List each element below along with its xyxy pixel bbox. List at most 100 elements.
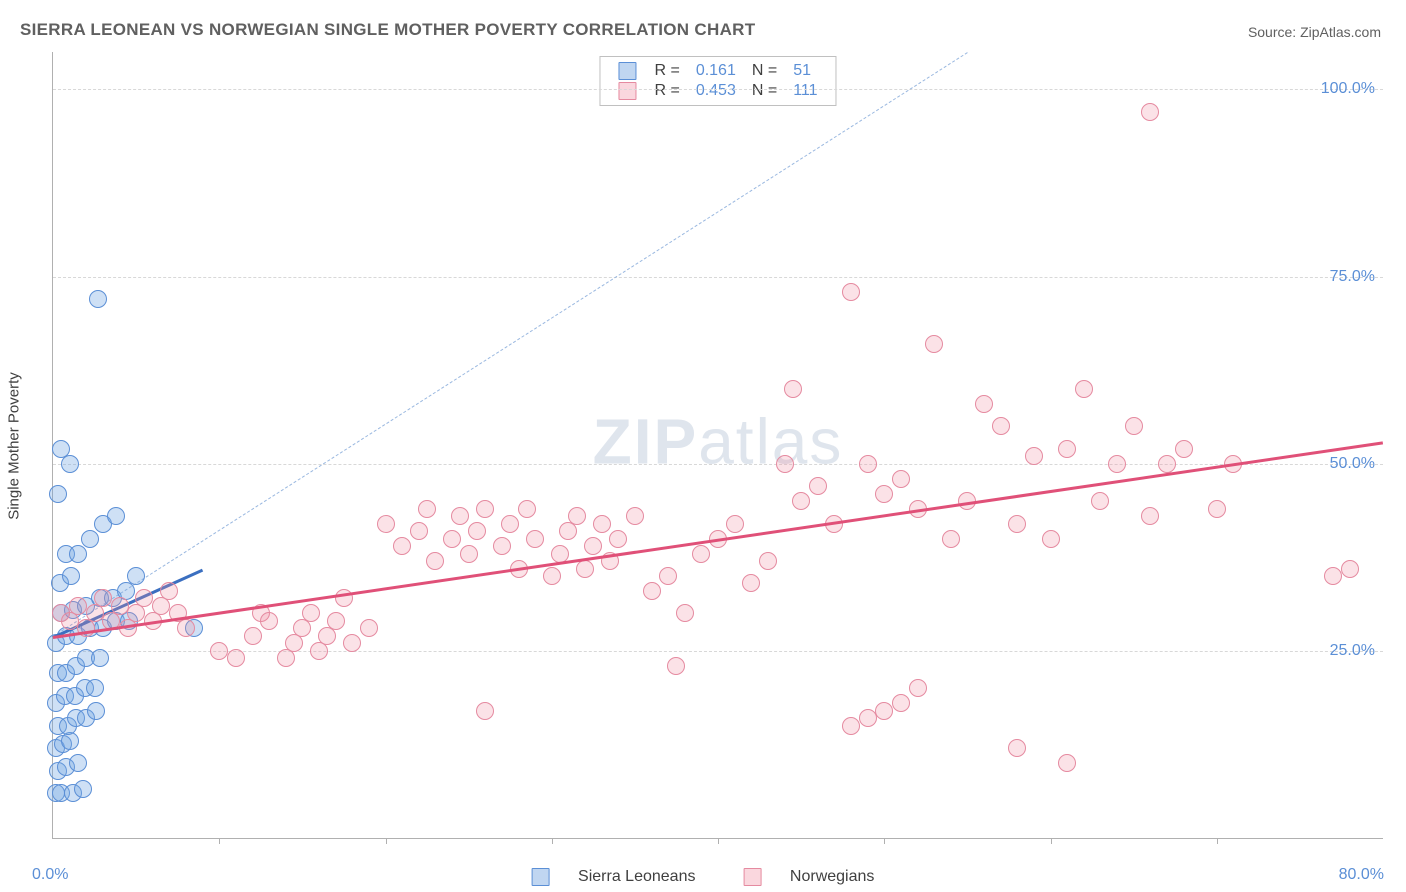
r-value: 0.453	[688, 81, 744, 101]
data-point	[1025, 447, 1043, 465]
legend-swatch	[618, 62, 636, 80]
data-point	[107, 507, 125, 525]
data-point	[975, 395, 993, 413]
data-point	[426, 552, 444, 570]
data-point	[1141, 103, 1159, 121]
gridline	[53, 464, 1383, 465]
legend-label: Norwegians	[790, 868, 874, 885]
data-point	[210, 642, 228, 660]
data-point	[111, 597, 129, 615]
x-tick	[552, 838, 553, 844]
y-axis-title: Single Mother Poverty	[6, 372, 23, 520]
data-point	[726, 515, 744, 533]
data-point	[69, 545, 87, 563]
r-label: R =	[646, 61, 687, 81]
data-point	[776, 455, 794, 473]
n-value: 51	[785, 61, 825, 81]
data-point	[476, 500, 494, 518]
legend-swatch	[532, 868, 550, 886]
data-point	[327, 612, 345, 630]
data-point	[1042, 530, 1060, 548]
data-point	[518, 500, 536, 518]
legend-swatch	[618, 82, 636, 100]
x-tick	[219, 838, 220, 844]
data-point	[676, 604, 694, 622]
legend-series: Sierra Leoneans Norwegians	[508, 868, 899, 886]
data-point	[526, 530, 544, 548]
n-value: 111	[785, 81, 825, 101]
data-point	[609, 530, 627, 548]
x-tick	[1217, 838, 1218, 844]
x-tick	[1051, 838, 1052, 844]
data-point	[809, 477, 827, 495]
data-point	[576, 560, 594, 578]
gridline	[53, 651, 1383, 652]
data-point	[135, 589, 153, 607]
x-tick	[884, 838, 885, 844]
legend-correlation-box: R =0.161N =51R =0.453N =111	[599, 56, 836, 106]
x-tick	[718, 838, 719, 844]
data-point	[992, 417, 1010, 435]
data-point	[277, 649, 295, 667]
data-point	[410, 522, 428, 540]
data-point	[692, 545, 710, 563]
data-point	[1158, 455, 1176, 473]
data-point	[1141, 507, 1159, 525]
data-point	[1058, 754, 1076, 772]
data-point	[418, 500, 436, 518]
legend-row: R =0.453N =111	[610, 81, 825, 101]
data-point	[784, 380, 802, 398]
data-point	[393, 537, 411, 555]
data-point	[942, 530, 960, 548]
data-point	[859, 709, 877, 727]
watermark: ZIPatlas	[593, 404, 844, 478]
data-point	[892, 694, 910, 712]
data-point	[659, 567, 677, 585]
data-point	[227, 649, 245, 667]
data-point	[568, 507, 586, 525]
data-point	[285, 634, 303, 652]
data-point	[62, 567, 80, 585]
r-value: 0.161	[688, 61, 744, 81]
data-point	[909, 679, 927, 697]
legend-item: Sierra Leoneans	[520, 868, 708, 885]
chart-container: SIERRA LEONEAN VS NORWEGIAN SINGLE MOTHE…	[0, 0, 1406, 892]
data-point	[593, 515, 611, 533]
data-point	[925, 335, 943, 353]
r-label: R =	[646, 81, 687, 101]
data-point	[892, 470, 910, 488]
chart-title: SIERRA LEONEAN VS NORWEGIAN SINGLE MOTHE…	[20, 20, 755, 40]
data-point	[1341, 560, 1359, 578]
data-point	[49, 485, 67, 503]
data-point	[69, 754, 87, 772]
data-point	[86, 679, 104, 697]
data-point	[468, 522, 486, 540]
data-point	[87, 702, 105, 720]
data-point	[875, 485, 893, 503]
data-point	[493, 537, 511, 555]
gridline	[53, 89, 1383, 90]
data-point	[859, 455, 877, 473]
trend-line	[53, 441, 1383, 639]
legend-row: R =0.161N =51	[610, 61, 825, 81]
data-point	[160, 582, 178, 600]
data-point	[293, 619, 311, 637]
data-point	[127, 604, 145, 622]
data-point	[360, 619, 378, 637]
data-point	[667, 657, 685, 675]
gridline	[53, 277, 1383, 278]
data-point	[460, 545, 478, 563]
data-point	[759, 552, 777, 570]
x-axis-min-label: 0.0%	[32, 866, 68, 884]
data-point	[1108, 455, 1126, 473]
data-point	[842, 283, 860, 301]
data-point	[792, 492, 810, 510]
data-point	[742, 574, 760, 592]
data-point	[626, 507, 644, 525]
data-point	[244, 627, 262, 645]
n-label: N =	[744, 81, 785, 101]
legend-item: Norwegians	[731, 868, 886, 885]
data-point	[1208, 500, 1226, 518]
legend-swatch	[743, 868, 761, 886]
data-point	[875, 702, 893, 720]
